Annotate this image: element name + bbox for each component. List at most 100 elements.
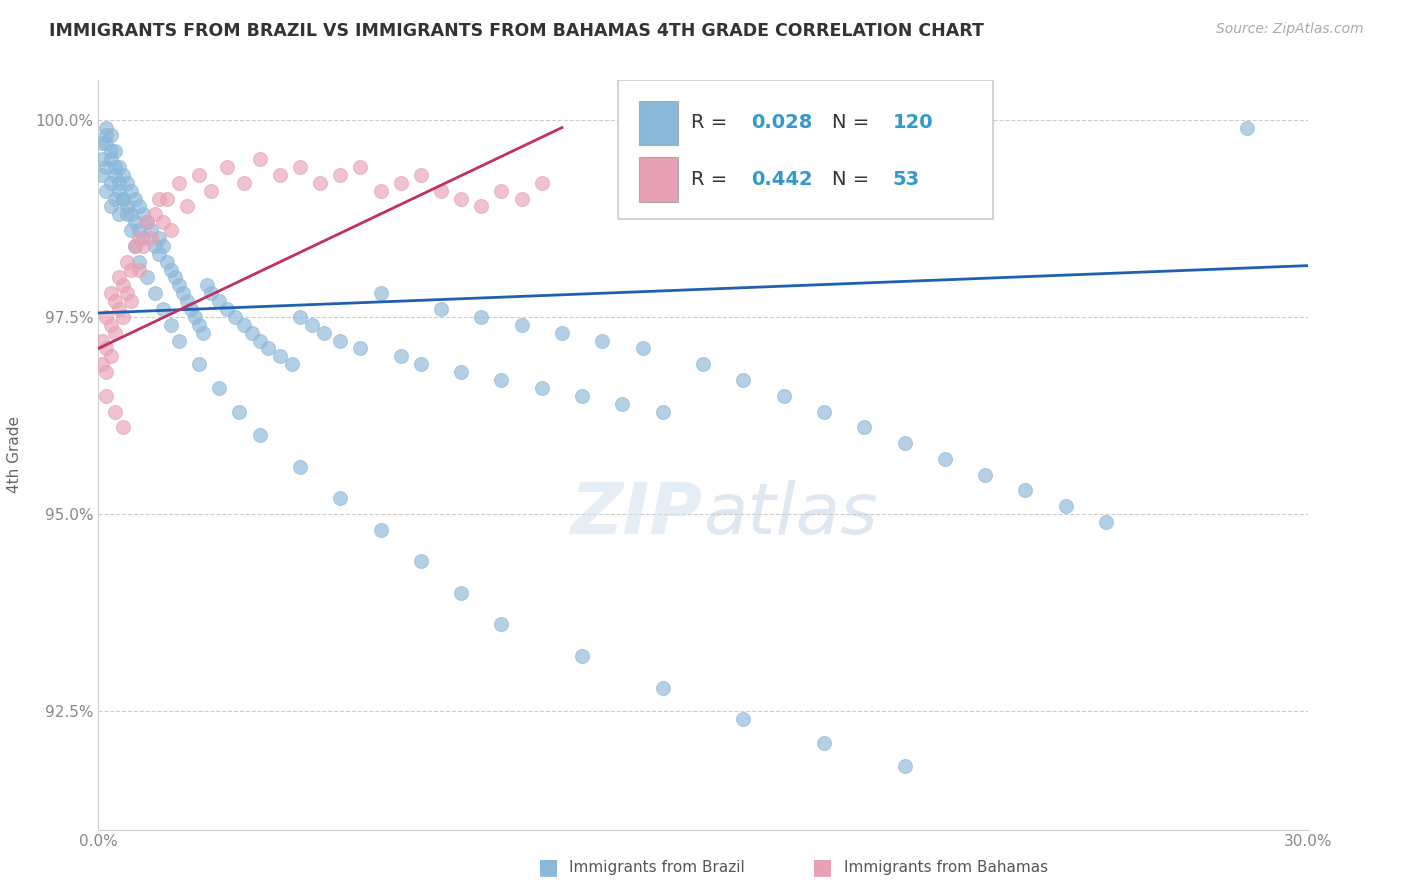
Point: [143, 207, 166, 221]
Point: [107, 160, 129, 174]
Point: [934, 451, 956, 466]
Point: [510, 192, 533, 206]
Text: Immigrants from Brazil: Immigrants from Brazil: [569, 860, 745, 874]
Point: [100, 349, 122, 363]
FancyBboxPatch shape: [619, 80, 993, 219]
Point: [143, 286, 166, 301]
Point: [491, 184, 513, 198]
Point: [450, 365, 472, 379]
Point: [409, 554, 432, 568]
Point: [249, 428, 271, 442]
Point: [450, 586, 472, 600]
Point: [269, 168, 291, 182]
Point: [100, 128, 122, 143]
Point: [491, 373, 513, 387]
Point: [132, 239, 155, 253]
Point: [91, 357, 114, 371]
Point: [450, 192, 472, 206]
Point: [167, 176, 190, 190]
Point: [269, 349, 291, 363]
Point: [156, 192, 179, 206]
Point: [120, 184, 142, 198]
Point: [167, 334, 190, 348]
Point: [470, 199, 492, 213]
Point: [107, 207, 129, 221]
Point: [240, 326, 263, 340]
Point: [163, 270, 186, 285]
Point: [107, 176, 129, 190]
Point: [309, 176, 332, 190]
Point: [208, 294, 231, 309]
Point: [224, 310, 246, 324]
Point: [370, 286, 392, 301]
Point: [96, 160, 118, 174]
Point: [329, 491, 352, 506]
Text: Immigrants from Bahamas: Immigrants from Bahamas: [844, 860, 1047, 874]
Point: [107, 270, 129, 285]
Point: [974, 467, 997, 482]
Point: [1095, 515, 1118, 529]
Point: [148, 192, 170, 206]
Text: ZIP: ZIP: [571, 481, 703, 549]
Point: [571, 648, 593, 663]
Point: [184, 310, 207, 324]
Point: [172, 286, 194, 301]
Point: [188, 357, 211, 371]
Point: [139, 223, 162, 237]
Point: [470, 310, 492, 324]
Point: [530, 381, 553, 395]
Point: [120, 223, 142, 237]
Text: 120: 120: [893, 113, 934, 133]
Point: [1236, 120, 1258, 135]
Point: [281, 357, 304, 371]
Text: R =: R =: [690, 170, 734, 189]
Point: [128, 231, 150, 245]
Point: [115, 207, 138, 221]
Point: [124, 215, 146, 229]
Text: ■: ■: [813, 857, 832, 877]
Point: [152, 239, 174, 253]
Point: [208, 381, 231, 395]
Point: [96, 128, 118, 143]
Point: [176, 294, 198, 309]
Point: [167, 278, 190, 293]
Point: [156, 254, 179, 268]
Point: [651, 404, 673, 418]
Point: [91, 136, 114, 151]
Point: [96, 342, 118, 356]
Point: [96, 365, 118, 379]
Point: [100, 318, 122, 332]
Point: [288, 310, 311, 324]
Point: [135, 215, 157, 229]
Point: [314, 326, 336, 340]
Point: [612, 397, 634, 411]
Point: [409, 357, 432, 371]
Point: [91, 168, 114, 182]
Point: [115, 254, 138, 268]
Point: [100, 176, 122, 190]
Point: [200, 286, 222, 301]
Point: [103, 145, 125, 159]
Point: [132, 207, 155, 221]
Point: [228, 404, 250, 418]
Point: [510, 318, 533, 332]
Point: [430, 301, 453, 316]
Text: N =: N =: [832, 113, 876, 133]
Point: [370, 523, 392, 537]
Point: [152, 301, 174, 316]
Point: [128, 199, 150, 213]
Point: [111, 192, 134, 206]
Point: [103, 160, 125, 174]
Point: [115, 176, 138, 190]
Point: [370, 184, 392, 198]
Point: [1014, 483, 1036, 498]
Point: [733, 712, 755, 726]
Point: [195, 278, 218, 293]
Point: [160, 262, 183, 277]
Point: [103, 404, 125, 418]
Point: [111, 168, 134, 182]
Point: [160, 318, 183, 332]
Point: [176, 199, 198, 213]
Point: [100, 286, 122, 301]
Point: [111, 278, 134, 293]
